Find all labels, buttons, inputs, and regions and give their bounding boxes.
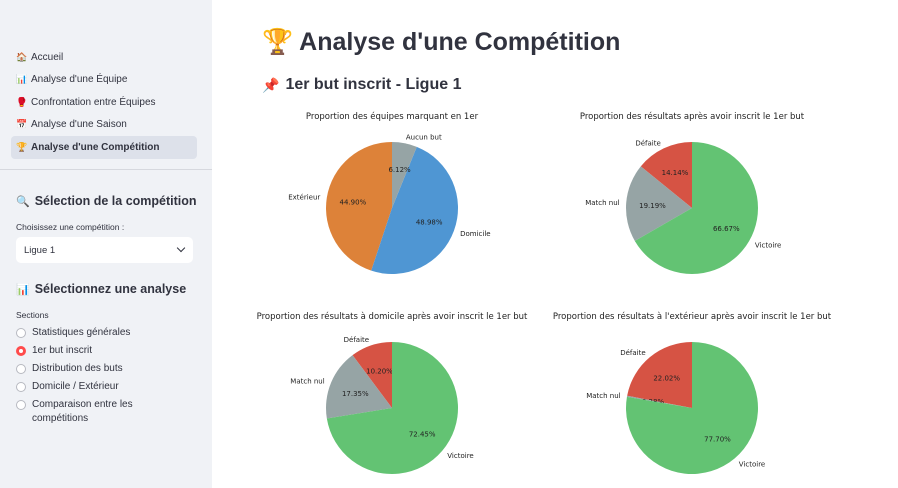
nav-item-analyse-competition[interactable]: 🏆 Analyse d'une Compétition (11, 136, 197, 159)
pie-category-label: Match nul (585, 199, 619, 207)
pie-pct-label: 72.45% (409, 431, 436, 439)
nav-item-confrontation[interactable]: 🥊 Confrontation entre Équipes (11, 91, 197, 114)
sidebar-nav: 🏠 Accueil 📊 Analyse d'une Équipe 🥊 Confr… (11, 46, 197, 159)
sidebar-divider (0, 169, 212, 170)
competition-select[interactable]: Ligue 1 (16, 237, 193, 263)
pie-slice-victoire (634, 142, 759, 274)
pie-slice-victoire (326, 342, 459, 474)
nav-label: Accueil (31, 51, 64, 63)
nav-label: Analyse d'une Équipe (31, 74, 128, 86)
radio-label: Statistiques générales (32, 327, 131, 338)
magnifier-icon: 🔍 (16, 195, 30, 208)
pie-pct-label: 66.67% (713, 225, 740, 233)
pie-pct-label: 22.02% (653, 375, 680, 383)
chart-title: Proportion des résultats à domicile aprè… (257, 311, 528, 322)
pie-pct-label: 48.98% (416, 219, 443, 227)
pie-chart-home-results: Proportion des résultats à domicile aprè… (242, 306, 542, 488)
chart-title: Proportion des résultats après avoir ins… (580, 111, 805, 122)
pie-category-label: Extérieur (288, 193, 320, 201)
pie-category-label: Victoire (447, 452, 473, 460)
nav-item-analyse-equipe[interactable]: 📊 Analyse d'une Équipe (11, 69, 197, 92)
page-title-text: Analyse d'une Compétition (299, 28, 621, 56)
boxing-glove-icon: 🥊 (16, 96, 28, 107)
pie-pct-label: 19.19% (639, 202, 666, 210)
bar-chart-icon: 📊 (16, 74, 28, 85)
pie-category-label: Aucun but (406, 134, 442, 142)
pie-category-label: Victoire (739, 461, 765, 469)
radio-label: 1er but inscrit (32, 345, 93, 356)
page-title: 🏆 Analyse d'une Compétition (262, 28, 620, 57)
radio-label: Domicile / Extérieur (32, 381, 119, 392)
pie-category-label: Défaite (635, 139, 660, 147)
pie-slice-exterieur (326, 142, 392, 271)
radio-label: Distribution des buts (32, 363, 123, 374)
radio-circle[interactable] (16, 328, 26, 338)
radio-comparaison-competitions[interactable]: Comparaison entre les compétitions (16, 398, 196, 426)
sections-label: Sections (16, 310, 49, 320)
nav-label: Analyse d'une Compétition (31, 141, 160, 153)
radio-circle[interactable] (16, 364, 26, 374)
competition-heading: 🔍 Sélection de la compétition (16, 194, 197, 208)
sidebar: 🏠 Accueil 📊 Analyse d'une Équipe 🥊 Confr… (0, 0, 212, 488)
main-content: 🏆 Analyse d'une Compétition 📌 1er but in… (212, 0, 898, 488)
analysis-radio-group: Statistiques générales 1er but inscrit D… (16, 326, 196, 430)
radio-circle[interactable] (16, 382, 26, 392)
pie-category-label: Défaite (344, 336, 369, 344)
nav-label: Confrontation entre Équipes (31, 96, 156, 108)
nav-item-accueil[interactable]: 🏠 Accueil (11, 46, 197, 69)
pie-slice-defaite (627, 342, 692, 408)
analysis-heading-text: Sélectionnez une analyse (34, 282, 187, 296)
pie-chart-away-results: Proportion des résultats à l'extérieur a… (542, 306, 842, 488)
pie-chart-results-after-first-goal: Proportion des résultats après avoir ins… (542, 106, 842, 296)
radio-domicile-exterieur[interactable]: Domicile / Extérieur (16, 380, 196, 394)
pie-category-label: Défaite (620, 349, 645, 357)
pie-category-label: Victoire (755, 241, 781, 249)
pie-chart-home-results-svg: Proportion des résultats à domicile aprè… (257, 311, 528, 474)
chevron-down-icon (176, 243, 186, 253)
competition-label: Choisissez une compétition : (16, 222, 125, 232)
pie-pct-label: 77.70% (704, 435, 731, 443)
pie-pct-label: 14.14% (662, 169, 689, 177)
calendar-icon: 📅 (16, 119, 28, 130)
pie-category-label: Domicile (460, 230, 490, 238)
radio-1er-but-inscrit[interactable]: 1er but inscrit (16, 344, 196, 358)
pie-category-label: Match nul (290, 378, 324, 386)
chart-title: Proportion des équipes marquant en 1er (306, 111, 479, 122)
competition-heading-text: Sélection de la compétition (34, 194, 197, 208)
house-icon: 🏠 (16, 51, 28, 62)
nav-label: Analyse d'une Saison (31, 119, 127, 131)
nav-item-analyse-saison[interactable]: 📅 Analyse d'une Saison (11, 114, 197, 137)
pie-pct-label: 44.90% (340, 199, 367, 207)
radio-label: Comparaison entre les compétitions (32, 399, 133, 424)
chart-title: Proportion des résultats à l'extérieur a… (553, 311, 832, 322)
bar-chart-icon: 📊 (16, 283, 30, 296)
radio-circle-selected[interactable] (16, 346, 26, 356)
radio-distribution-des-buts[interactable]: Distribution des buts (16, 362, 196, 376)
pie-chart-results-after-first-goal-svg: Proportion des résultats après avoir ins… (580, 111, 805, 274)
pie-slice-defaite (352, 342, 392, 408)
trophy-icon: 🏆 (16, 141, 28, 152)
radio-circle[interactable] (16, 400, 26, 410)
pie-category-label: Match nul (586, 392, 620, 400)
pie-slice-aucun-but (392, 142, 417, 208)
pie-chart-away-results-svg: Proportion des résultats à l'extérieur a… (553, 311, 832, 474)
pie-pct-label: 17.35% (342, 390, 369, 398)
pie-chart-first-scorer: Proportion des équipes marquant en 1er 44… (242, 106, 542, 296)
pie-pct-label: 10.20% (366, 367, 393, 375)
pie-slice-defaite (640, 142, 692, 208)
analysis-heading: 📊 Sélectionnez une analyse (16, 282, 186, 296)
pushpin-icon: 📌 (262, 76, 280, 93)
pie-slice-domicile (371, 146, 459, 275)
section-subtitle: 📌 1er but inscrit - Ligue 1 (262, 76, 461, 94)
pie-slice-match-nul (626, 166, 692, 241)
section-subtitle-text: 1er but inscrit - Ligue 1 (285, 76, 462, 93)
pie-slice-match-nul (626, 395, 692, 408)
pie-slice-match-nul (326, 355, 392, 419)
radio-statistiques-generales[interactable]: Statistiques générales (16, 326, 196, 340)
pie-slice-victoire (626, 342, 759, 474)
trophy-icon: 🏆 (262, 28, 294, 56)
pie-pct-label: 6.12% (388, 166, 411, 174)
competition-select-value: Ligue 1 (24, 244, 56, 256)
pie-chart-first-scorer-svg: Proportion des équipes marquant en 1er 44… (288, 111, 491, 275)
